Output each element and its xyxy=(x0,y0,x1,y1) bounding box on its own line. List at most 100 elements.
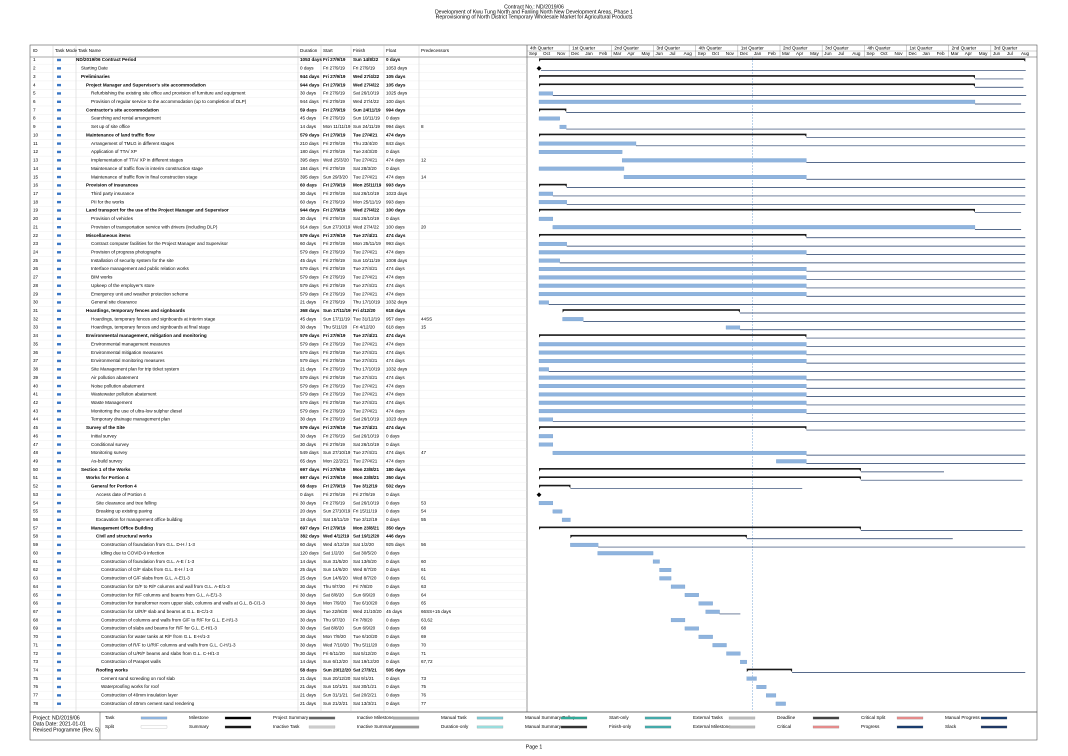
task-finish: Sat 1/2/20 xyxy=(353,542,374,547)
task-float: 474 days xyxy=(386,350,405,355)
task-finish: Tue 3/12/19 xyxy=(353,517,378,522)
task-float: 0 days xyxy=(386,684,400,689)
task-name: Noise pollution abatement xyxy=(91,383,145,388)
task-id: 53 xyxy=(33,492,39,497)
task-finish: Thu 17/10/19 xyxy=(353,367,381,372)
task-id: 63 xyxy=(33,576,39,581)
task-id: 45 xyxy=(33,425,39,430)
task-duration: 120 days xyxy=(300,550,319,555)
task-predecessors: 55 xyxy=(421,517,427,522)
legend-swatch xyxy=(392,725,420,729)
legend-swatch xyxy=(224,725,252,729)
task-id: 36 xyxy=(33,350,39,355)
task-id: 76 xyxy=(33,684,39,689)
task-id: 58 xyxy=(33,534,39,539)
task-float: 474 days xyxy=(386,158,405,163)
task-id: 30 xyxy=(33,300,39,305)
legend-label: Manual Summary Rollup xyxy=(525,715,576,720)
task-mode-icon xyxy=(57,301,61,304)
task-duration: 944 days xyxy=(300,208,320,213)
task-name: Hoardings, temporary fences and signboar… xyxy=(91,325,210,330)
task-name: Construction of columns and walls from G… xyxy=(101,617,238,622)
task-duration: 20 days xyxy=(300,509,317,514)
legend-label: Deadline xyxy=(777,715,796,720)
task-finish: Wed 27/4/22 xyxy=(353,74,380,79)
task-duration: 60 days xyxy=(300,542,317,547)
legend-swatch xyxy=(476,725,504,729)
task-bar xyxy=(652,559,660,564)
task-id: 27 xyxy=(33,275,39,280)
month-label: Mar xyxy=(951,51,959,56)
task-finish: Sat 26/10/19 xyxy=(353,191,379,196)
task-id: 41 xyxy=(33,392,39,397)
task-float: 474 days xyxy=(386,275,405,280)
task-id: 23 xyxy=(33,241,39,246)
task-duration: 59 days xyxy=(300,107,317,112)
task-id: 42 xyxy=(33,400,39,405)
task-start: Fri 27/9/19 xyxy=(323,467,346,472)
task-duration: 21 days xyxy=(300,684,317,689)
task-finish: Tue 27/4/21 xyxy=(353,174,378,179)
task-mode-icon xyxy=(57,652,61,655)
task-mode-icon xyxy=(57,317,61,321)
task-duration: 368 days xyxy=(300,308,320,313)
task-id: 38 xyxy=(33,367,39,372)
task-mode-icon xyxy=(57,602,61,605)
task-name: Roofing works xyxy=(96,667,128,672)
task-id: 75 xyxy=(33,676,39,681)
task-duration: 1053 days xyxy=(300,57,322,62)
task-predecessors: 67,72 xyxy=(421,659,433,664)
task-bar xyxy=(538,392,807,397)
task-bar xyxy=(684,626,699,631)
task-duration: 210 days xyxy=(300,141,319,146)
task-bar xyxy=(538,292,807,297)
task-mode-icon xyxy=(57,92,61,95)
legend-label: Manual Task xyxy=(441,715,467,720)
task-float: 446 days xyxy=(386,534,406,539)
task-name: Contract computer facilities for the Pro… xyxy=(91,241,228,246)
task-duration: 579 days xyxy=(300,425,320,430)
month-label: Sep xyxy=(866,51,875,56)
column-header: Task Name xyxy=(78,48,101,53)
task-bar xyxy=(659,568,672,572)
legend-label: Slack xyxy=(945,724,957,729)
task-duration: 30 days xyxy=(300,433,317,438)
task-bar xyxy=(538,350,807,355)
month-label: May xyxy=(810,51,819,56)
task-finish: Tue 27/4/21 xyxy=(353,425,378,430)
task-float: 180 days xyxy=(386,467,406,472)
task-start: Wed 4/12/19 xyxy=(323,542,349,547)
task-duration: 45 days xyxy=(300,258,317,263)
task-start: Fri 27/9/19 xyxy=(323,208,346,213)
legend-label: Split xyxy=(105,724,115,729)
task-name: Installation of security system for the … xyxy=(91,258,174,263)
legend-label: Critical xyxy=(777,724,791,729)
task-duration: 30 days xyxy=(300,642,317,647)
task-bar xyxy=(561,517,571,522)
task-id: 37 xyxy=(33,358,39,363)
task-duration: 382 days xyxy=(300,534,320,539)
task-start: Fri 27/9/19 xyxy=(323,484,346,489)
task-duration: 579 days xyxy=(300,408,319,413)
task-start: Sun 10/1/21 xyxy=(323,684,348,689)
task-name: Excavation for management office buildin… xyxy=(96,517,183,522)
task-float: 1032 days xyxy=(386,300,408,305)
task-bar xyxy=(538,359,807,363)
task-start: Fri 27/9/19 xyxy=(323,107,346,112)
task-name: Works for Portion 4 xyxy=(86,475,129,480)
legend-swatch xyxy=(644,725,672,729)
task-id: 49 xyxy=(33,458,39,463)
task-id: 5 xyxy=(33,91,36,96)
task-name: Upkeep of the employer's store xyxy=(91,283,155,288)
task-mode-icon xyxy=(57,242,61,246)
legend-swatch xyxy=(728,725,756,729)
task-name: Land transport for the use of the Projec… xyxy=(86,208,229,213)
task-id: 70 xyxy=(33,634,39,639)
task-id: 32 xyxy=(33,316,39,321)
task-finish: Wed 27/4/22 xyxy=(353,99,379,104)
task-float: 957 days xyxy=(386,316,405,321)
task-mode-icon xyxy=(57,485,61,488)
task-id: 34 xyxy=(33,333,39,338)
task-duration: 14 days xyxy=(300,124,317,129)
task-bar xyxy=(538,342,807,347)
